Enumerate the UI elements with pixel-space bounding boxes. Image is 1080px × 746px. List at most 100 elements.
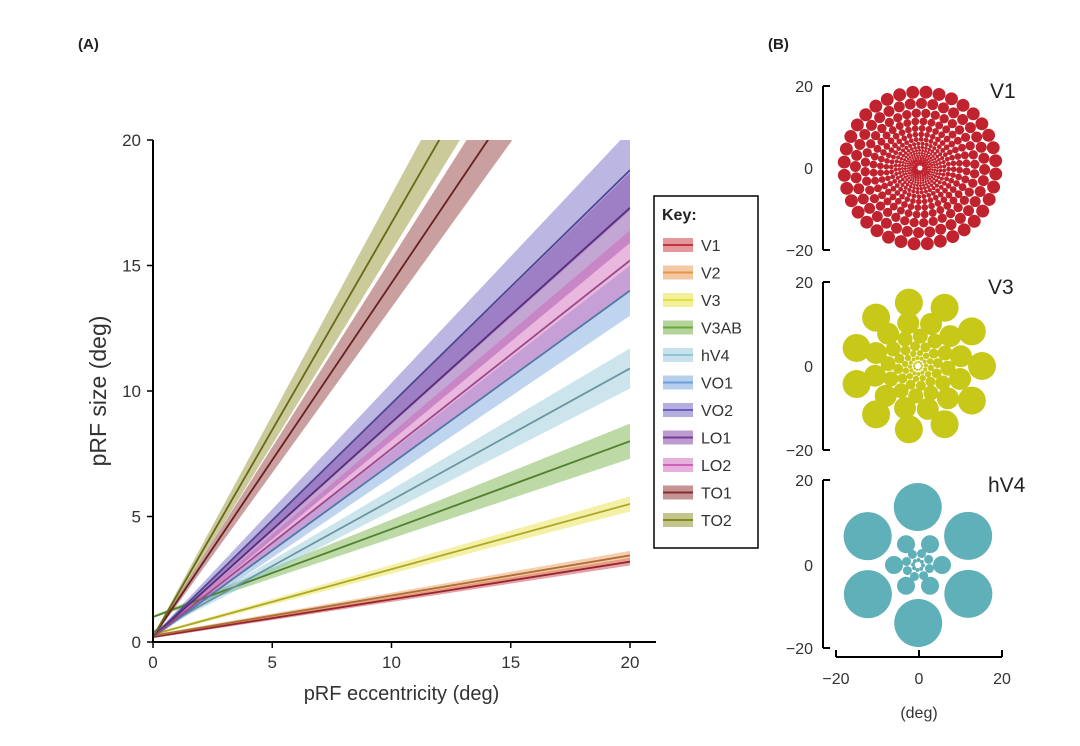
prf-circle bbox=[908, 388, 924, 404]
prf-circle bbox=[908, 360, 913, 365]
prf-circle bbox=[966, 107, 980, 121]
prf-circle bbox=[860, 215, 874, 229]
prf-circle bbox=[893, 363, 904, 374]
prf-circle bbox=[920, 210, 929, 219]
prf-circle bbox=[944, 156, 950, 162]
prf-circle bbox=[925, 376, 936, 387]
prf-circle bbox=[934, 199, 942, 207]
prf-circle bbox=[954, 212, 966, 224]
prf-circle bbox=[851, 149, 863, 161]
prf-circle bbox=[901, 169, 905, 173]
prf-circle bbox=[884, 117, 895, 128]
prf-circle bbox=[904, 209, 913, 218]
prf-circle bbox=[873, 144, 882, 153]
prf-circle bbox=[893, 150, 899, 156]
prf-circle bbox=[896, 206, 905, 215]
prf-circle bbox=[877, 123, 887, 134]
prf-circle bbox=[949, 345, 972, 368]
prf-circle bbox=[908, 174, 911, 177]
prf-circle bbox=[899, 174, 903, 179]
prf-circle bbox=[905, 379, 916, 390]
prf-circle bbox=[920, 169, 923, 173]
prf-circle bbox=[949, 186, 957, 194]
prf-circle bbox=[898, 171, 902, 175]
prf-circle bbox=[920, 145, 925, 150]
prf-circle bbox=[915, 154, 919, 157]
prf-circle bbox=[941, 180, 947, 186]
prf-circle bbox=[913, 362, 916, 366]
prf-circle bbox=[903, 167, 907, 170]
prf-circle bbox=[950, 166, 957, 173]
prf-circle bbox=[877, 322, 900, 345]
prf-circle bbox=[945, 171, 951, 177]
prf-circle bbox=[915, 168, 919, 171]
legend-item-v1: V1 bbox=[701, 238, 721, 255]
prf-circle bbox=[915, 152, 918, 155]
prf-circle bbox=[916, 181, 920, 185]
prf-circle bbox=[956, 159, 963, 167]
prf-circle bbox=[883, 105, 895, 117]
prf-circle bbox=[933, 157, 937, 161]
prf-circle bbox=[932, 128, 939, 135]
prf-circle bbox=[933, 166, 937, 169]
prf-circle bbox=[930, 149, 935, 154]
prf-circle bbox=[946, 149, 953, 156]
prf-circle bbox=[989, 167, 1003, 181]
prf-circle bbox=[921, 165, 925, 168]
prf-circle bbox=[949, 154, 955, 161]
prf-circle bbox=[883, 163, 890, 170]
prf-circle bbox=[906, 167, 909, 170]
prf-circle bbox=[944, 176, 949, 182]
prf-circle bbox=[902, 189, 908, 195]
prf-circle bbox=[894, 415, 923, 444]
prf-circle bbox=[924, 370, 932, 378]
prf-circle bbox=[913, 367, 917, 370]
prf-circle bbox=[915, 356, 920, 361]
prf-circle bbox=[965, 141, 975, 151]
prf-circle bbox=[934, 183, 940, 188]
prf-circle bbox=[912, 365, 916, 368]
prf-circle bbox=[936, 206, 945, 214]
map-y-tick-label: −20 bbox=[786, 443, 813, 460]
prf-circle bbox=[850, 172, 862, 184]
series-line-vo2 bbox=[153, 169, 630, 638]
prf-circle bbox=[917, 163, 920, 167]
map-title: V3 bbox=[988, 276, 1014, 299]
prf-circle bbox=[877, 169, 884, 177]
prf-circle bbox=[945, 161, 951, 167]
prf-circle bbox=[891, 212, 901, 222]
prf-circle bbox=[869, 193, 880, 204]
map-title: V1 bbox=[990, 80, 1016, 103]
prf-circle bbox=[903, 175, 907, 179]
prf-circle bbox=[941, 160, 946, 165]
prf-circle bbox=[888, 126, 897, 135]
prf-circle bbox=[911, 189, 916, 194]
prf-circle bbox=[915, 380, 926, 391]
prf-circle bbox=[912, 131, 919, 138]
series-line-to2 bbox=[153, 140, 441, 638]
prf-circle bbox=[912, 173, 915, 176]
prf-circle bbox=[942, 152, 948, 158]
prf-circle bbox=[902, 367, 910, 374]
map-y-tick-label: 20 bbox=[795, 79, 813, 96]
prf-circle bbox=[853, 183, 865, 195]
prf-circle bbox=[904, 196, 911, 203]
prf-circle bbox=[894, 183, 900, 188]
prf-circle bbox=[915, 567, 920, 572]
prf-circle bbox=[927, 197, 934, 203]
prf-circle bbox=[915, 198, 922, 205]
prf-circle bbox=[896, 138, 903, 145]
prf-circle bbox=[916, 349, 924, 357]
prf-circle bbox=[942, 125, 951, 134]
prf-circle bbox=[921, 204, 929, 211]
prf-circle bbox=[940, 148, 946, 153]
prf-circle bbox=[904, 172, 908, 176]
prf-circle bbox=[919, 179, 922, 182]
prf-circle bbox=[900, 142, 905, 148]
prf-circle bbox=[927, 172, 931, 176]
prf-circle bbox=[945, 183, 952, 189]
prf-circle bbox=[938, 172, 942, 176]
x-tick-label: 15 bbox=[501, 653, 520, 672]
prf-circle bbox=[906, 153, 910, 157]
prf-circle bbox=[940, 155, 945, 161]
